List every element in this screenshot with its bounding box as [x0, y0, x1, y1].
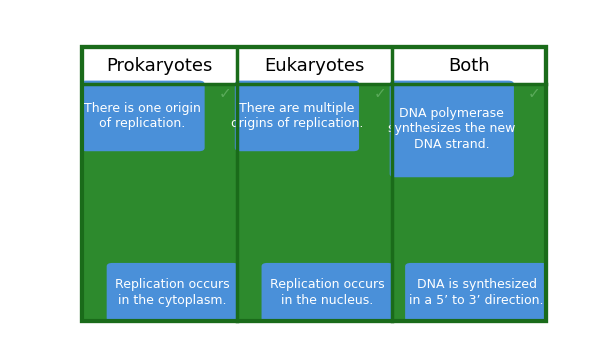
Text: ✓: ✓	[528, 86, 541, 101]
Text: Replication occurs
in the nucleus.: Replication occurs in the nucleus.	[270, 278, 385, 306]
Text: Both: Both	[448, 56, 490, 75]
FancyBboxPatch shape	[405, 263, 548, 322]
FancyBboxPatch shape	[107, 263, 238, 322]
FancyBboxPatch shape	[80, 80, 205, 151]
Text: Prokaryotes: Prokaryotes	[106, 56, 213, 75]
FancyBboxPatch shape	[82, 84, 546, 321]
FancyBboxPatch shape	[235, 80, 359, 151]
Text: ✓: ✓	[373, 86, 386, 101]
Text: DNA polymerase
synthesizes the new
DNA strand.: DNA polymerase synthesizes the new DNA s…	[388, 107, 516, 151]
Text: There is one origin
of replication.: There is one origin of replication.	[84, 102, 201, 130]
FancyBboxPatch shape	[262, 263, 394, 322]
Text: Eukaryotes: Eukaryotes	[264, 56, 364, 75]
Text: ✓: ✓	[218, 86, 231, 101]
FancyBboxPatch shape	[390, 80, 514, 177]
Text: There are multiple
origins of replication.: There are multiple origins of replicatio…	[230, 102, 363, 130]
Text: Replication occurs
in the cytoplasm.: Replication occurs in the cytoplasm.	[115, 278, 230, 306]
FancyBboxPatch shape	[82, 47, 546, 321]
Text: DNA is synthesized
in a 5’ to 3’ direction.: DNA is synthesized in a 5’ to 3’ directi…	[409, 278, 544, 306]
